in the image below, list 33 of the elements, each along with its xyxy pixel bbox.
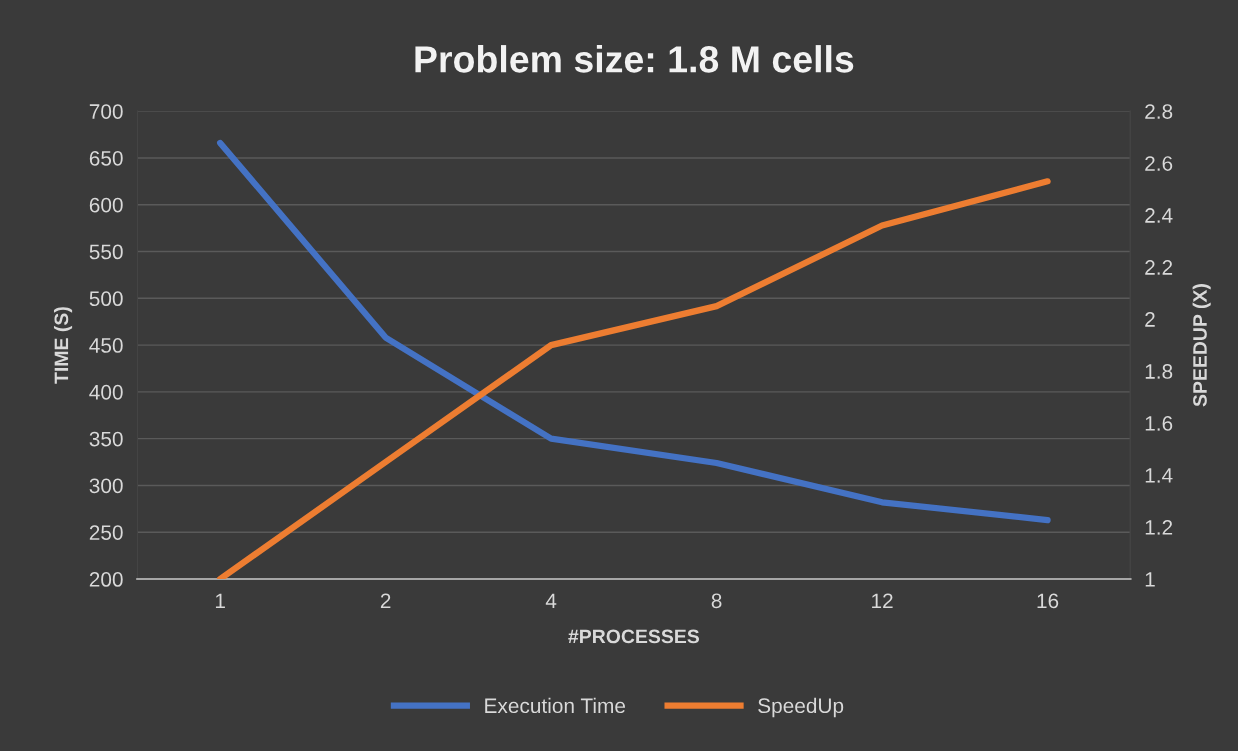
- y2-tick-label: 2.6: [1145, 156, 1173, 171]
- y-tick-label: 250: [89, 525, 123, 540]
- y2-tick-label: 1: [1145, 572, 1155, 587]
- y-tick-label: 550: [89, 244, 123, 260]
- chart-title: Problem size: 1.8 M cells: [415, 45, 854, 73]
- y-tick-label: 650: [89, 150, 123, 166]
- x-tick-label: 12: [872, 593, 893, 609]
- y-tick-label: 700: [89, 104, 123, 119]
- x-tick-label: 1: [215, 593, 225, 609]
- x-tick-label: 8: [711, 593, 722, 609]
- y-tick-label: 500: [89, 291, 123, 307]
- y-axis-title: TIME (S): [53, 307, 73, 384]
- y-tick-label: 600: [89, 197, 123, 213]
- x-axis-title: #PROCESSES: [568, 629, 700, 644]
- y-tick-label: 400: [89, 384, 123, 400]
- x-tick-label: 4: [545, 593, 557, 609]
- y2-tick-label: 1.4: [1145, 468, 1173, 483]
- y2-tick-label: 1.2: [1145, 520, 1173, 535]
- y2-tick-label: 2.4: [1145, 208, 1173, 223]
- y2-tick-label: 1.6: [1145, 416, 1173, 431]
- y2-axis-title: SPEEDUP (X): [1192, 284, 1211, 407]
- y2-tick-label: 2.8: [1145, 104, 1173, 119]
- x-tick-label: 2: [380, 593, 391, 609]
- y-tick-label: 300: [89, 478, 123, 494]
- y-tick-label: 350: [89, 431, 123, 447]
- legend-label: Execution Time: [485, 697, 626, 714]
- y2-tick-label: 2: [1145, 312, 1155, 327]
- legend-label: SpeedUp: [758, 697, 844, 718]
- y2-tick-label: 1.8: [1145, 364, 1173, 379]
- y2-tick-label: 2.2: [1145, 260, 1173, 275]
- x-tick-label: 16: [1037, 593, 1059, 609]
- y-tick-label: 450: [89, 338, 123, 353]
- y-tick-label: 200: [89, 572, 123, 587]
